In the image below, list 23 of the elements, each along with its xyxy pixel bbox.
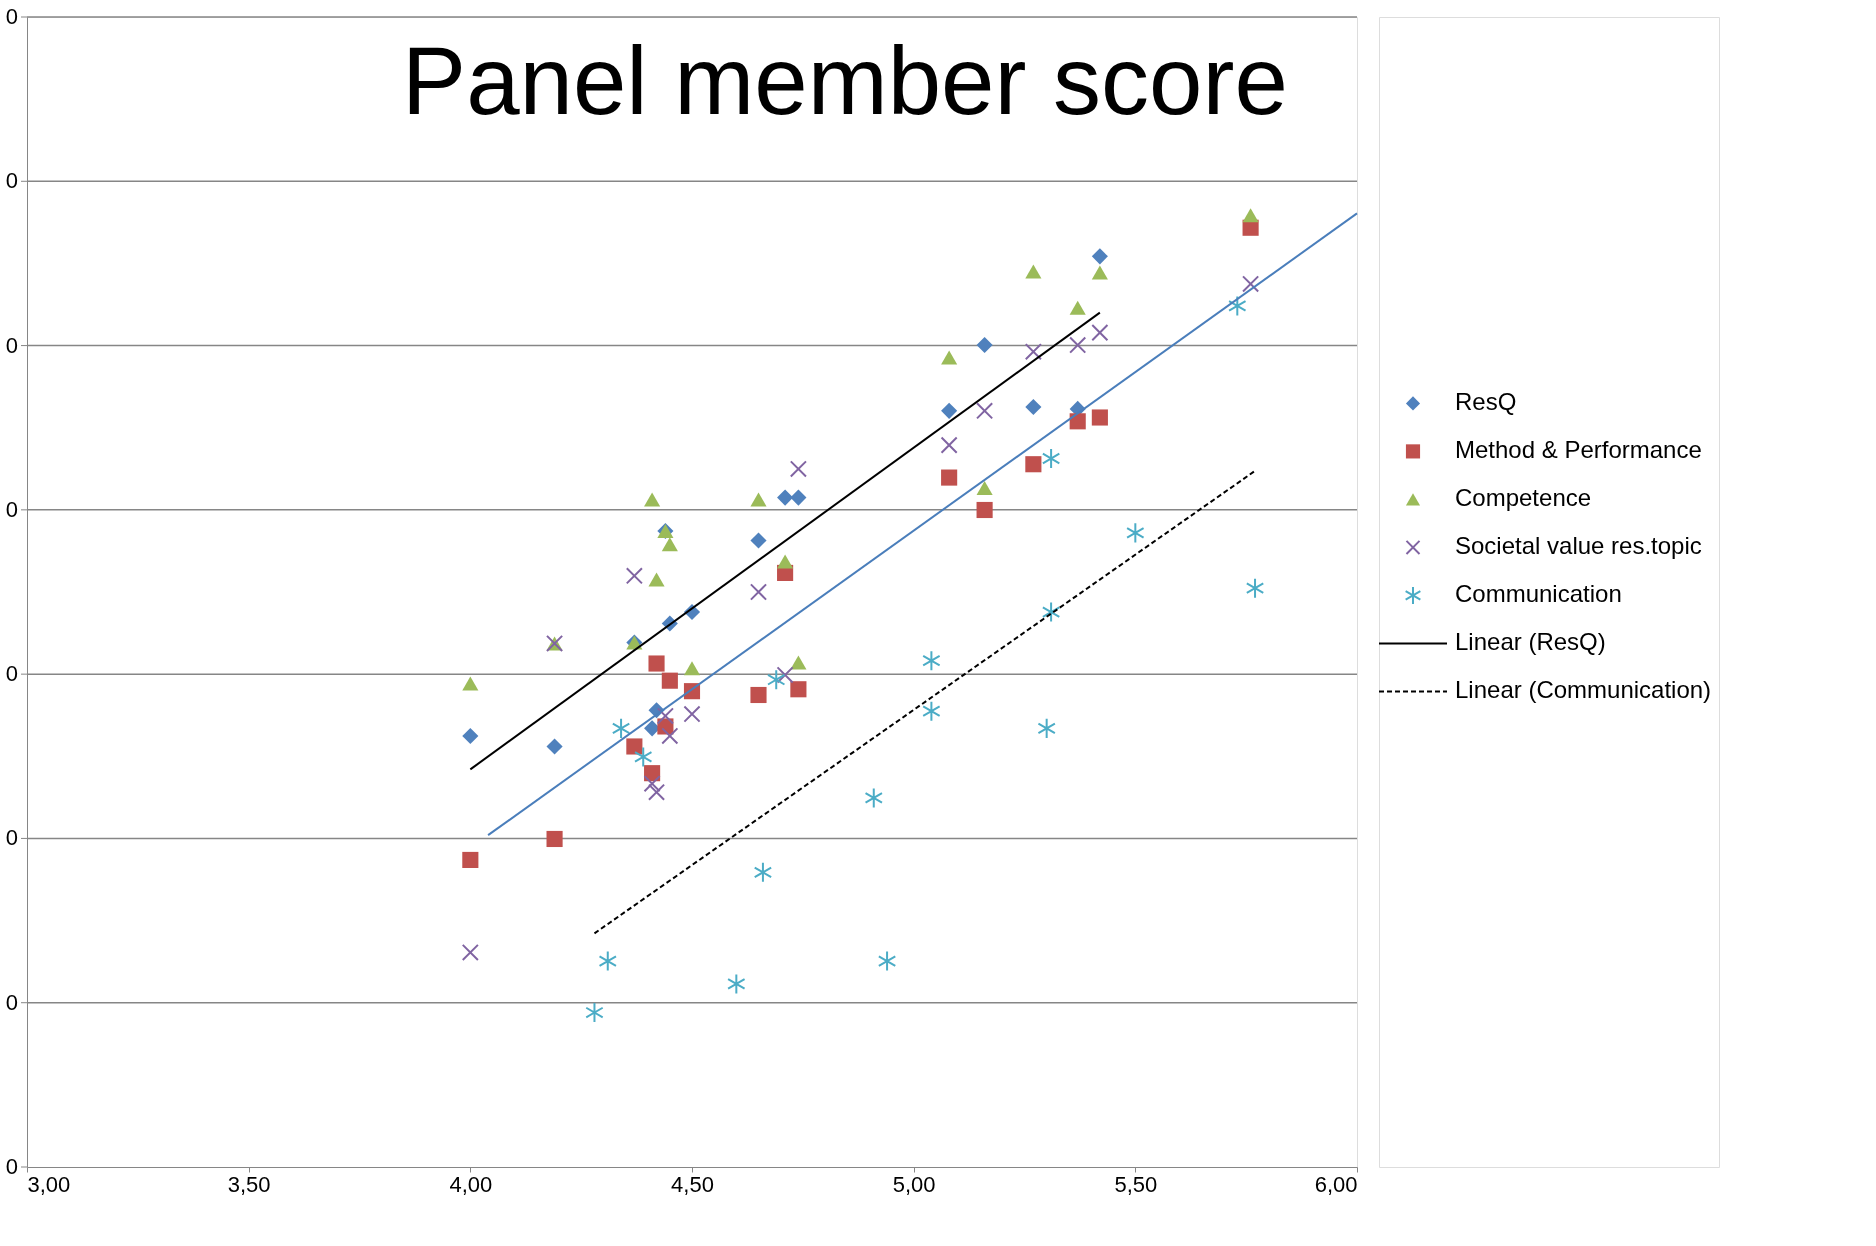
legend-label: Method & Performance — [1455, 436, 1702, 464]
text: 0 — [5, 332, 18, 358]
x-tick-label: 3,00 — [27, 1171, 71, 1197]
text: 0 — [5, 4, 18, 29]
chart-title: Panel member score — [402, 27, 1288, 134]
text: 0 — [5, 168, 18, 194]
legend-label: Linear (Communication) — [1455, 676, 1712, 704]
legend-label: Competence — [1455, 484, 1592, 512]
x-tick-label: 4,50 — [671, 1171, 714, 1197]
legend-label: Linear (ResQ) — [1455, 628, 1606, 656]
x-tick-label: 3,50 — [227, 1171, 271, 1197]
legend-label: Communication — [1455, 580, 1622, 608]
x-tick-label: 5,00 — [892, 1171, 936, 1197]
legend-label: Societal value res.topic — [1455, 532, 1702, 560]
text: 0 — [5, 496, 18, 522]
text: 0 — [5, 989, 18, 1015]
x-tick-label: 6,00 — [1314, 1171, 1358, 1197]
text: 0 — [5, 825, 18, 851]
text: 0 — [5, 1154, 18, 1179]
x-tick-label: 4,00 — [449, 1171, 493, 1197]
x-tick-label: 5,50 — [1114, 1171, 1158, 1197]
text: 0 — [5, 661, 18, 687]
legend-label: ResQ — [1455, 388, 1517, 416]
